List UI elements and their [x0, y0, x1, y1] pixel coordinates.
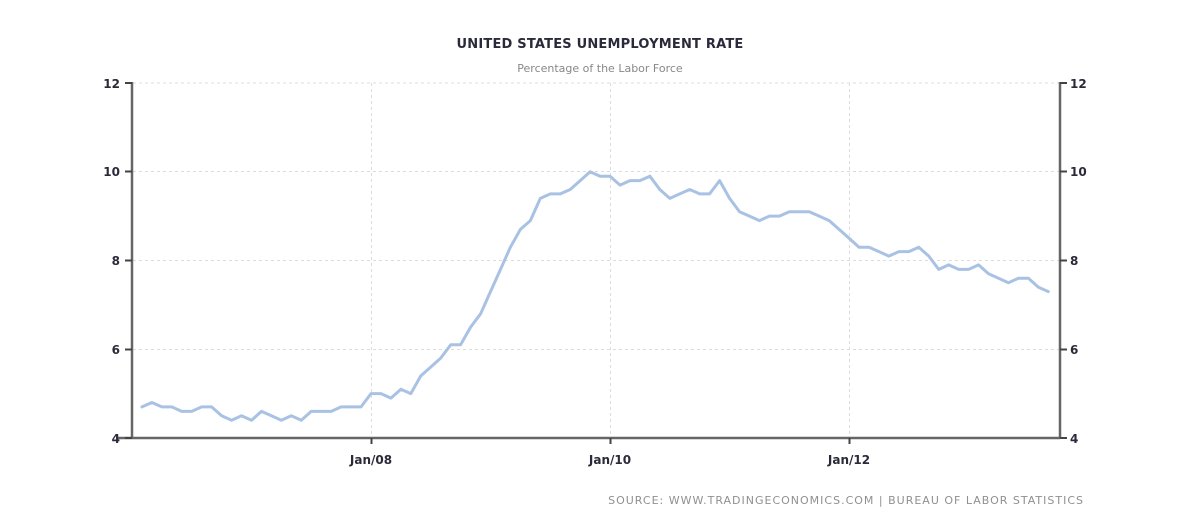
- tick-marks: [125, 82, 1067, 444]
- x-tick-label: Jan/08: [349, 453, 392, 467]
- y-tick-label: 10: [103, 165, 120, 179]
- x-tick-label: Jan/12: [827, 453, 870, 467]
- x-axis-labels: Jan/08 Jan/10 Jan/12: [349, 453, 870, 467]
- gridlines: [133, 82, 1060, 438]
- y-tick-label: 4: [1070, 432, 1078, 446]
- chart-subtitle: Percentage of the Labor Force: [517, 62, 683, 75]
- y-tick-label: 12: [103, 77, 120, 91]
- x-tick-label: Jan/10: [588, 453, 631, 467]
- y-tick-label: 4: [112, 432, 120, 446]
- y-tick-label: 10: [1070, 165, 1087, 179]
- source-note: SOURCE: WWW.TRADINGECONOMICS.COM | BUREA…: [608, 494, 1084, 507]
- y-tick-label: 6: [112, 343, 120, 357]
- y-tick-label: 8: [112, 254, 120, 268]
- y-tick-label: 6: [1070, 343, 1078, 357]
- chart-title: UNITED STATES UNEMPLOYMENT RATE: [456, 37, 744, 52]
- y-axis-right-labels: 12 10 8 6 4: [1070, 77, 1087, 446]
- y-tick-label: 8: [1070, 254, 1078, 268]
- y-tick-label: 12: [1070, 77, 1087, 91]
- unemployment-rate-line: [140, 170, 1050, 422]
- y-axis-left-labels: 12 10 8 6 4: [103, 77, 120, 446]
